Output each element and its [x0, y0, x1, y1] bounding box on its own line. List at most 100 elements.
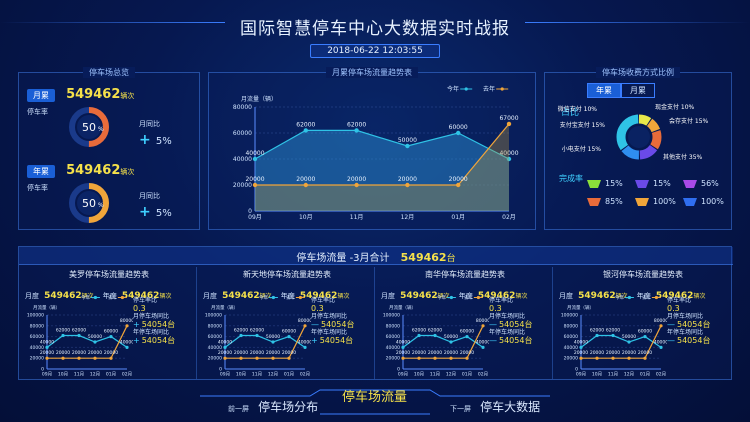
data-label: 40000: [654, 339, 667, 345]
legend-label: 今年: [81, 294, 90, 301]
data-point: [433, 333, 437, 338]
legend-marker: [298, 295, 302, 300]
x-tick-label: 11月: [430, 372, 440, 378]
lot-month-unit: 辆次: [259, 293, 272, 300]
lot-year-tag: 年度: [102, 292, 117, 300]
lot-stats: 停车率比 0.3 月停车场同比 —54054台 年停车场同比 +54054台: [311, 297, 375, 345]
data-label: 62000: [250, 328, 264, 334]
y-tick-label: 40000: [386, 345, 400, 351]
data-point: [303, 128, 308, 133]
lot-year-unit: 辆次: [693, 293, 706, 300]
data-point: [239, 356, 243, 360]
monthly-value: 549462: [66, 87, 121, 102]
data-point: [77, 356, 81, 360]
next-screen-button[interactable]: 下一屏 停车大数据: [450, 396, 540, 415]
donut-label: 会存支付 15%: [669, 117, 709, 125]
payment-donut-chart: 微信支付 10% 现金支付 10% 会存支付 15% 支付宝支付 15% 小电支付 15…: [558, 103, 709, 161]
lot-yoy-sign: +: [133, 336, 140, 345]
nav-frame: [200, 389, 550, 415]
lot-rate-value: 0.3: [489, 304, 502, 313]
legend-label: 今年: [615, 294, 624, 301]
lot-yoy-label: 年停车场同比: [133, 329, 170, 336]
data-point: [255, 333, 259, 338]
completion-icon: [635, 179, 649, 188]
data-point: [303, 324, 307, 328]
lot-rate-label: 停车率比: [667, 297, 692, 304]
payment-panel: 停车场收费方式比例 年累 月累 占比 微信支付 10% 现金支付 10% 会存支付 …: [544, 67, 732, 230]
data-point: [465, 356, 469, 360]
x-tick-label: 02月: [478, 372, 488, 378]
series-line: [46, 334, 128, 348]
data-label: 20000: [412, 350, 426, 356]
completion-item: 15%: [587, 179, 635, 188]
donut-label: 现金支付 10%: [655, 103, 695, 111]
tab-monthly[interactable]: 月累: [621, 83, 655, 98]
y-tick-label: 0: [219, 367, 222, 373]
data-label: 20000: [266, 350, 280, 356]
lot-panel: 美罗停车场流量趋势表 月度 549462辆次 年度 549462辆次 月流量（辆…: [21, 267, 197, 379]
page-title: 国际智慧停车中心大数据实时战报: [240, 19, 510, 39]
x-tick-label: 10月: [592, 372, 602, 378]
lot-mom-label: 月停车场同比: [311, 313, 348, 320]
lot-month-row: 月度 549462辆次 年度 549462辆次: [559, 283, 705, 302]
data-point: [125, 324, 129, 328]
data-label: 60000: [104, 329, 118, 335]
data-point: [61, 333, 65, 338]
data-point: [93, 340, 97, 344]
legend-label: 去年: [642, 294, 651, 301]
yearly-block: 年累 549462辆次: [27, 159, 197, 178]
lot-panel: 银河停车场流量趋势表 月度 549462辆次 年度 549462辆次 月流量（辆…: [555, 267, 731, 379]
data-label: 62000: [606, 328, 620, 334]
data-label: 40000: [499, 150, 518, 157]
y-tick-label: 0: [41, 367, 44, 373]
data-label: 62000: [56, 328, 70, 334]
y-tick-label: 60000: [30, 334, 44, 340]
y-tick-label: 80000: [564, 323, 578, 329]
data-point: [659, 324, 663, 328]
lot-rate-value: 0.3: [311, 304, 324, 313]
data-label: 40000: [574, 339, 588, 345]
legend-marker: [449, 295, 453, 300]
svg-text:%: %: [98, 202, 104, 209]
lot-yoy-label: 年停车场同比: [489, 329, 526, 336]
legend-label: 去年: [464, 294, 473, 301]
lot-stats: 停车率比 0.3 月停车场同比 +54054台 年停车场同比 +54054台: [133, 297, 197, 345]
completion-item: 100%: [683, 197, 731, 206]
data-label: 20000: [282, 350, 296, 356]
monthly-gauge: 50 %: [69, 107, 109, 147]
x-tick-label: 01月: [640, 372, 650, 378]
legend-label: 去年: [286, 294, 295, 301]
data-point: [405, 143, 410, 149]
y-tick-label: 80000: [208, 323, 222, 329]
y-tick-label: 0: [248, 208, 252, 215]
data-label: 20000: [638, 350, 652, 356]
y-tick-label: 20000: [564, 356, 578, 362]
completion-icon: [635, 197, 649, 206]
data-label: 62000: [72, 328, 86, 334]
data-label: 20000: [40, 350, 54, 356]
data-label: 20000: [460, 350, 474, 356]
prev-screen-button[interactable]: 前一屏 停车场分布: [228, 396, 318, 415]
data-point: [506, 156, 512, 162]
y-axis-label: 月流量（辆）: [33, 304, 60, 311]
x-tick-label: 12月: [401, 214, 415, 221]
completion-label: 完成率: [559, 174, 583, 183]
lot-mom-label: 月停车场同比: [667, 313, 704, 320]
monthly-unit: 辆次: [120, 92, 135, 100]
legend-marker: [120, 295, 124, 300]
data-point: [611, 356, 615, 360]
main-trend-chart: 月流量（辆） 0 20000 40000 60000 80000 09月 10月 11月 12月 0…: [233, 85, 519, 221]
lot-rate-label: 停车率比: [489, 297, 514, 304]
x-tick-label: 09月: [42, 372, 52, 378]
data-point: [627, 356, 631, 360]
data-point: [643, 356, 647, 360]
yearly-tag[interactable]: 年累: [27, 165, 55, 178]
monthly-tag[interactable]: 月累: [27, 89, 55, 102]
next-screen-title: 停车大数据: [480, 400, 541, 414]
lot-mom-value: 54054台: [499, 320, 533, 329]
tab-yearly[interactable]: 年累: [587, 83, 621, 98]
legend-marker: [476, 295, 480, 300]
lot-title: 新天地停车场流量趋势表: [243, 270, 331, 279]
data-label: 20000: [622, 350, 636, 356]
